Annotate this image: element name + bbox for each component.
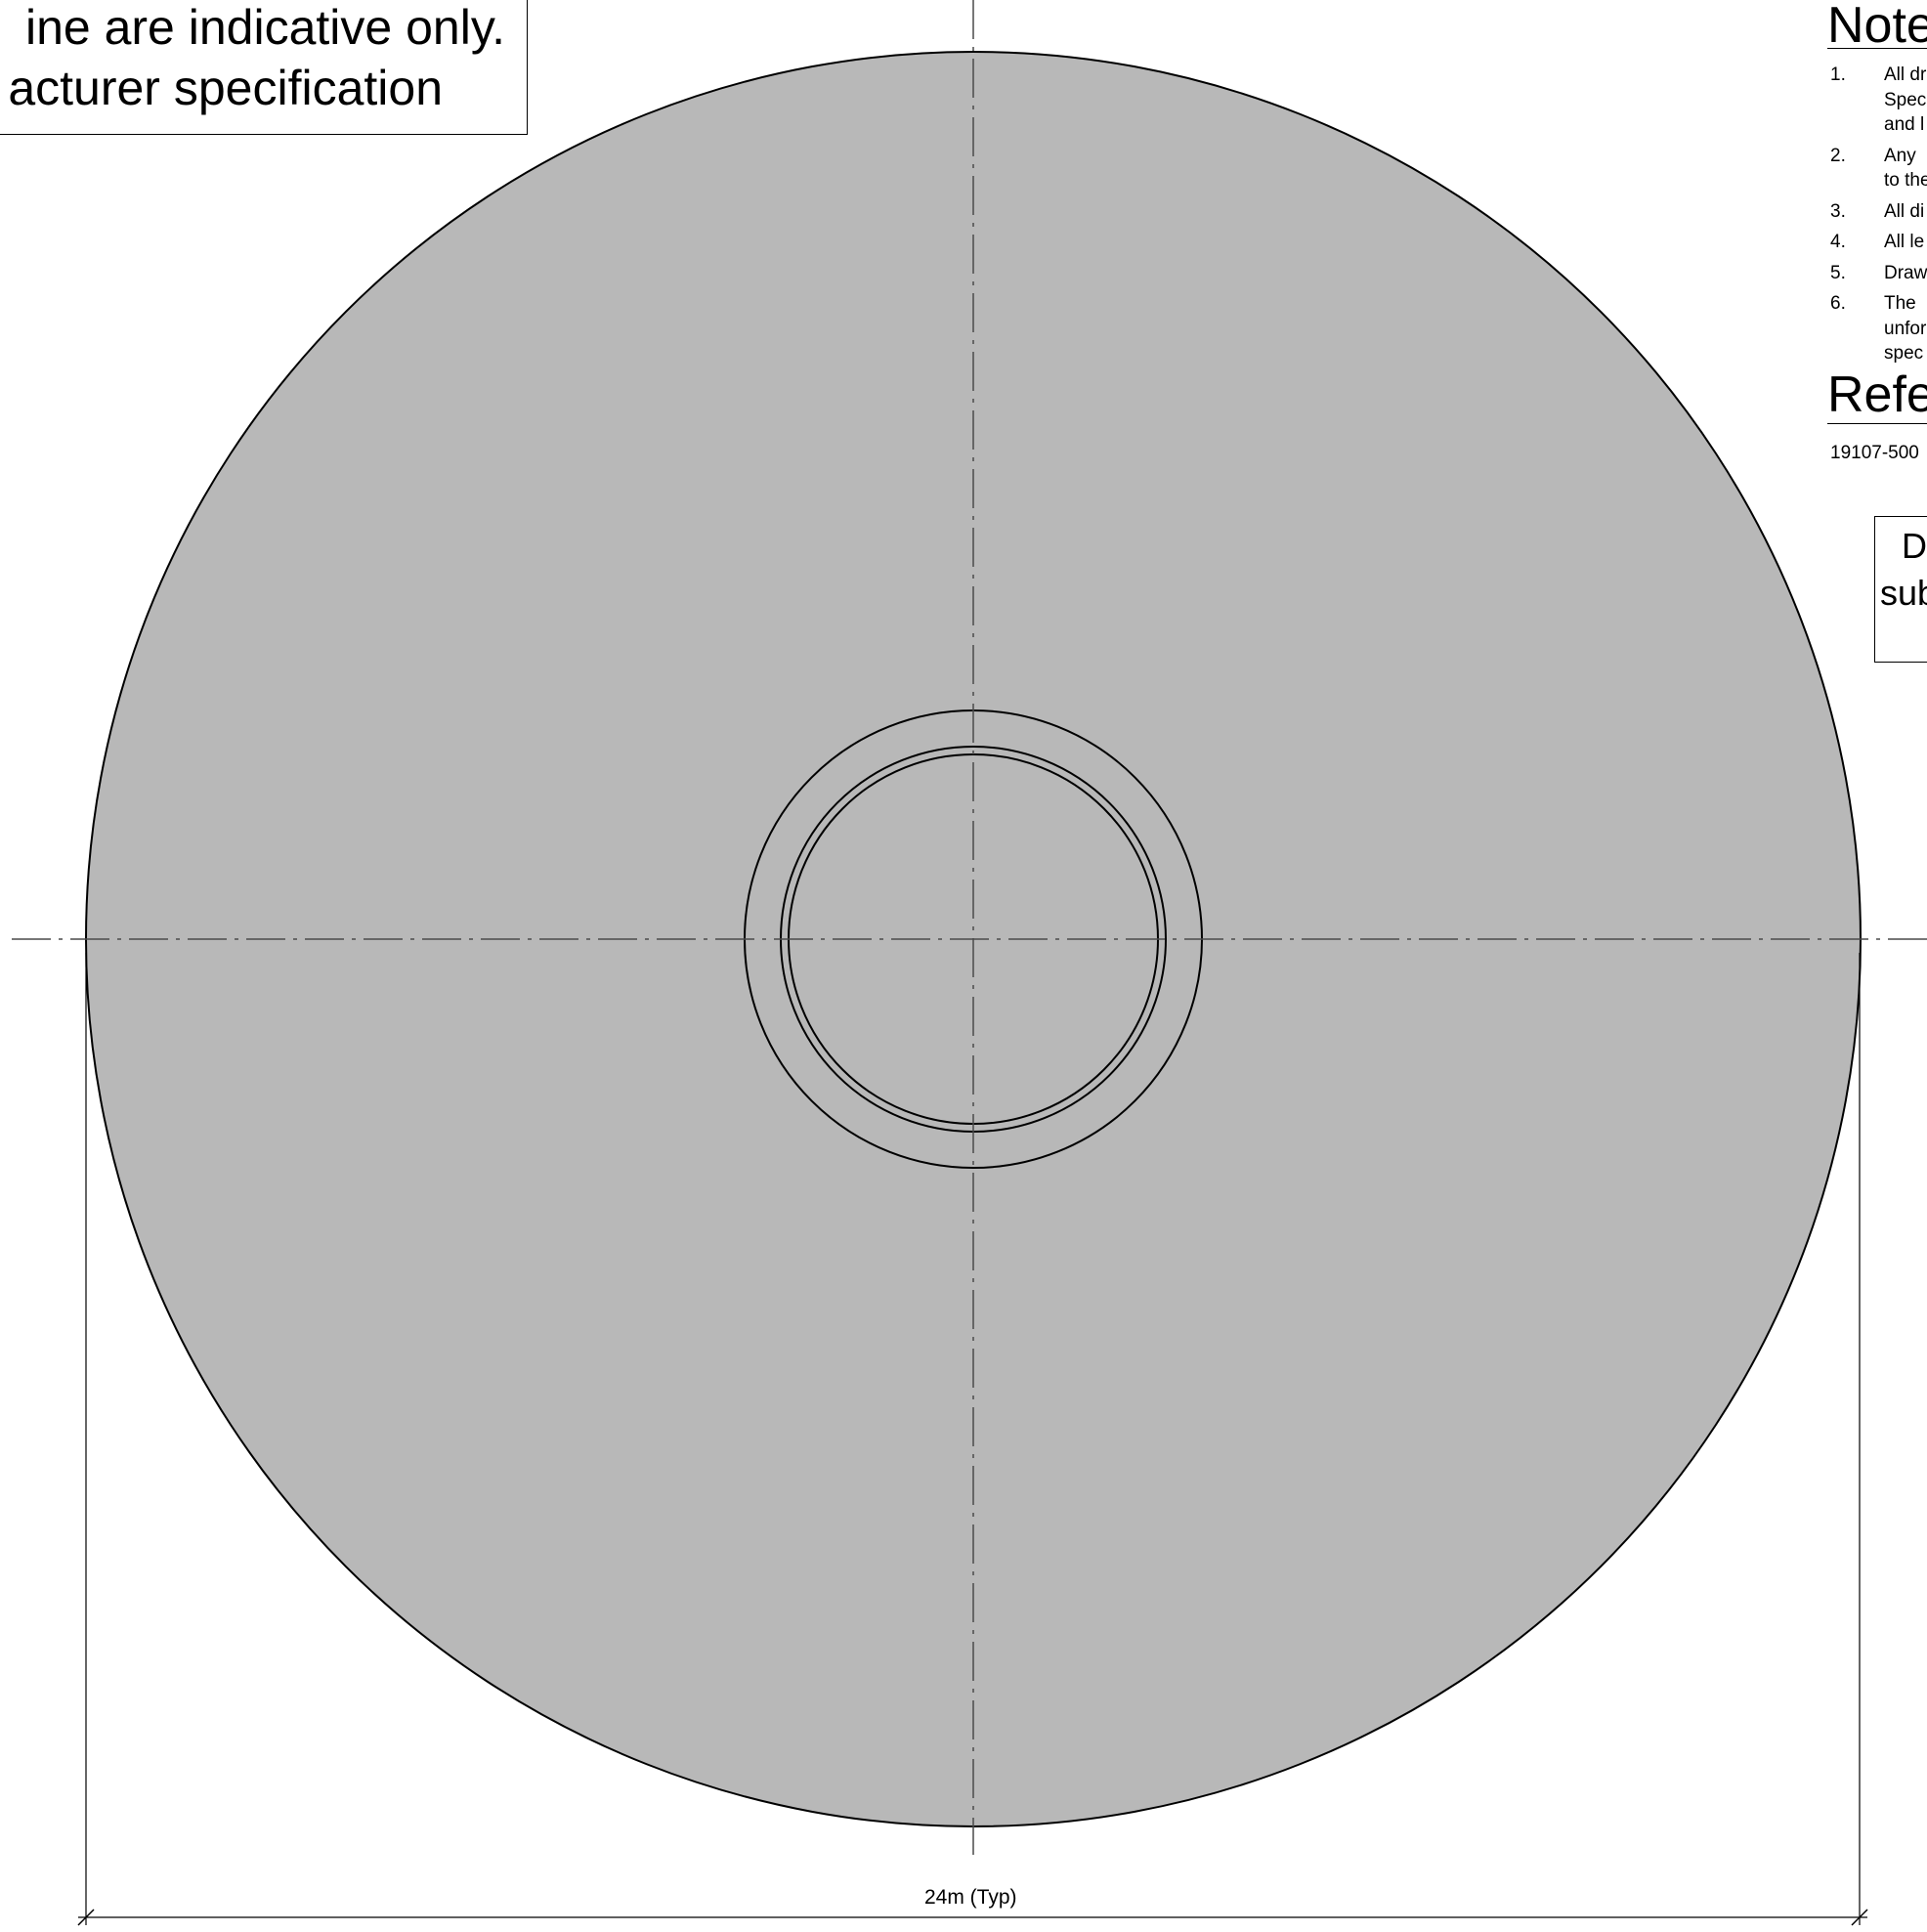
notes-heading-rule [1827,48,1927,49]
note-item: 5. Draw [1827,261,1927,286]
note-line: spec [1884,343,1924,364]
note-number: 2. [1830,145,1846,166]
note-line: All di [1884,200,1925,222]
note-line: Draw [1884,262,1927,283]
reference-drawing-number: 19107-500 [1830,443,1919,463]
references-heading-rule [1827,423,1927,424]
dimension-tick-left [77,1909,95,1926]
notes-panel: Note 1. All dr Spec and l 2. Any to the … [1827,0,1927,1932]
note-item: 1. All dr Spec and l [1827,63,1927,138]
note-line: Any [1884,145,1916,166]
note-line: All dr [1884,64,1927,85]
note-item: 3. All di [1827,199,1927,225]
note-number: 3. [1830,200,1846,222]
note-line: and l [1884,114,1925,135]
note-line: All le [1884,232,1925,252]
note-item: 2. Any to the [1827,144,1927,193]
note-line: to the [1884,170,1927,191]
disclaimer-line-2: acturer specification [8,61,443,115]
note-line: Spec [1884,89,1927,110]
dimension-tick-right [1851,1909,1868,1926]
references-heading: Refe [1827,366,1927,423]
note-number: 5. [1830,262,1846,283]
disclaimer-box: ine are indicative only. acturer specifi… [0,0,528,135]
note-item: 4. All le [1827,230,1927,255]
notes-heading: Note [1827,0,1927,54]
drawing-status-box: D sub [1874,516,1927,663]
note-number: 1. [1830,64,1846,85]
status-line-1: D [1902,526,1927,566]
disclaimer-line-1: ine are indicative only. [24,0,505,55]
note-number: 6. [1830,293,1846,314]
note-line: The [1884,293,1916,314]
dimension-label: 24m (Typ) [924,1886,1017,1909]
notes-list: 1. All dr Spec and l 2. Any to the 3. Al… [1827,63,1927,372]
note-number: 4. [1830,232,1846,252]
status-line-2: sub [1880,573,1927,613]
note-item: 6. The unfor spec [1827,291,1927,366]
note-line: unfor [1884,318,1927,339]
